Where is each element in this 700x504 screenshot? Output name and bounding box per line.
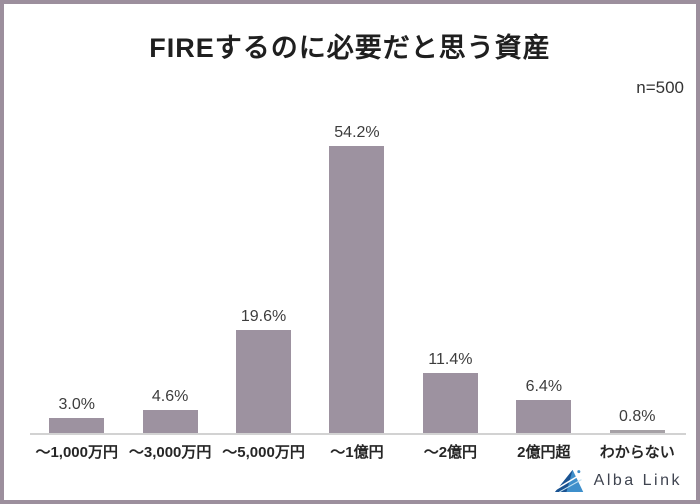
alba-link-triangle-icon	[554, 467, 585, 494]
bar	[49, 418, 105, 434]
bar-value-label: 0.8%	[619, 407, 656, 425]
category-label: 2億円超	[517, 444, 571, 461]
category-label: ～3,000万円	[128, 444, 212, 461]
bar-chart-plot: 3.0% 4.6% 19.6% 54.2% 11.4% 6.4% 0.8%	[30, 124, 684, 434]
brand-name: Alba Link	[593, 471, 682, 489]
bar-value-label: 54.2%	[334, 124, 380, 141]
category-label: ～1,000万円	[35, 444, 118, 461]
bar-column: 19.6%	[217, 308, 310, 434]
bar-value-label: 6.4%	[525, 378, 563, 395]
x-axis-labels: ～1,000万円 ～3,000万円 ～5,000万円 ～1億円 ～2億円 2億円超 わからな…	[30, 441, 684, 462]
category-label: ～1億円	[330, 444, 384, 461]
x-axis-line	[30, 433, 686, 435]
bar-column: 0.8%	[591, 408, 684, 434]
bar	[236, 329, 292, 434]
bar-column: 3.0%	[30, 396, 123, 434]
bar	[329, 146, 385, 434]
bar-column: 4.6%	[123, 388, 216, 434]
category-label: ～5,000万円	[222, 444, 305, 461]
bar	[516, 400, 572, 434]
bar-column: 11.4%	[404, 351, 497, 434]
bar-column: 6.4%	[497, 378, 590, 434]
sample-size-label: n=500	[636, 78, 684, 97]
chart-title: FIREするのに必要だと思う資産	[149, 33, 551, 63]
brand-logo: Alba Link	[554, 467, 682, 494]
bar	[422, 373, 478, 434]
bar-value-label: 3.0%	[58, 396, 95, 414]
category-label: ～2億円	[423, 444, 478, 461]
category-label: わからない	[599, 444, 675, 461]
bar	[142, 409, 198, 434]
bar-column: 54.2%	[310, 124, 403, 434]
bar	[609, 429, 665, 434]
bar-value-label: 11.4%	[428, 351, 473, 369]
bar-value-label: 19.6%	[240, 307, 287, 325]
bar-value-label: 4.6%	[151, 387, 189, 405]
